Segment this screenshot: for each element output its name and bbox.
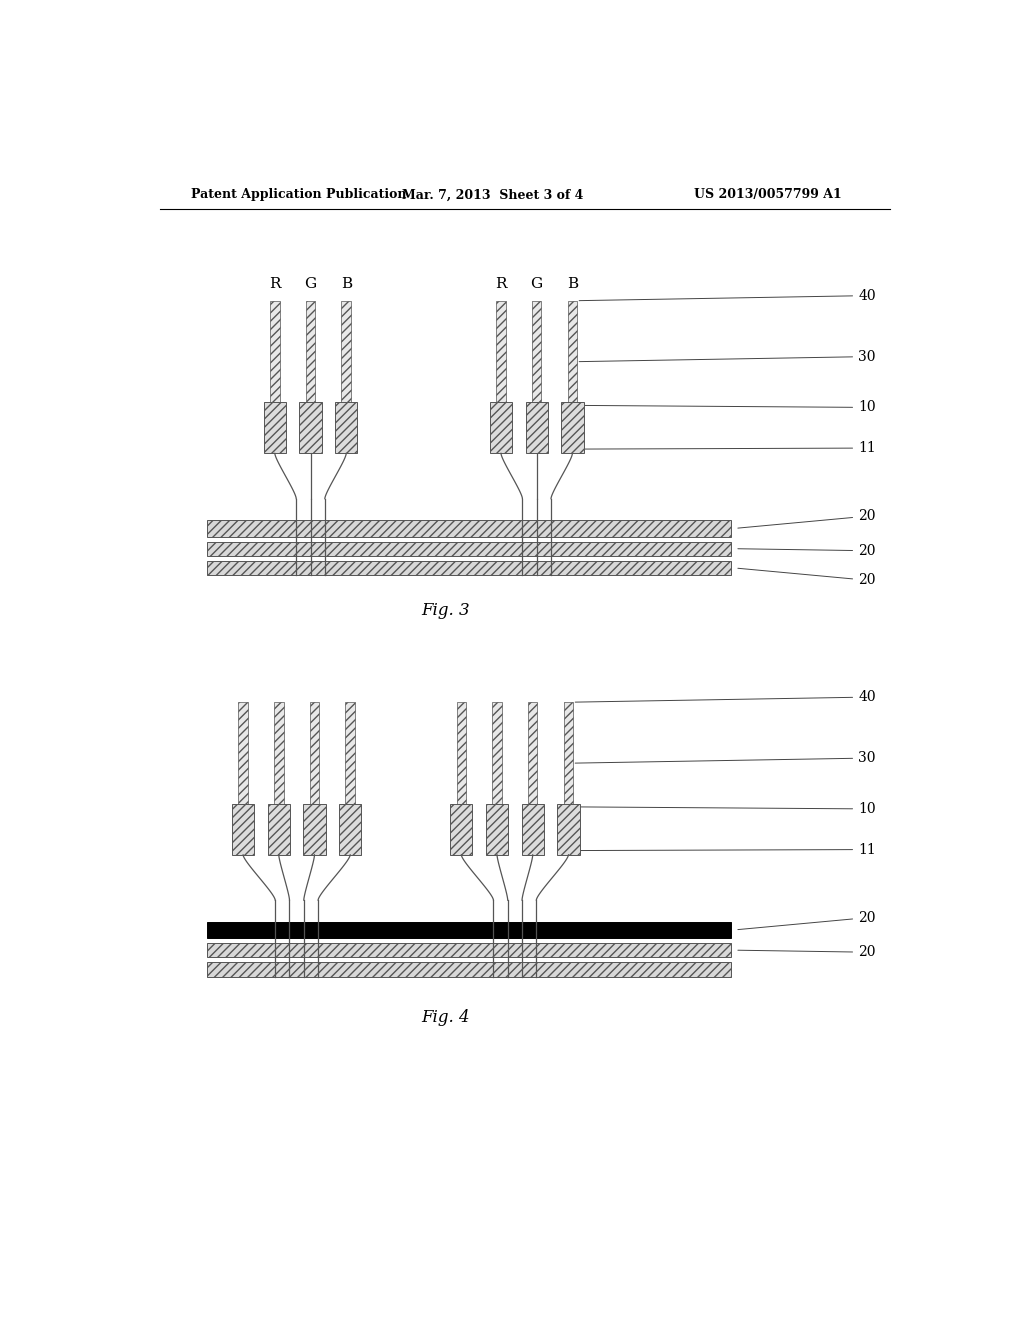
Text: 20: 20 (738, 945, 876, 960)
Text: Fig. 4: Fig. 4 (421, 1008, 470, 1026)
Bar (306, 301, 315, 403)
Bar (207, 942, 731, 957)
Text: 40: 40 (580, 289, 876, 302)
Bar (531, 301, 542, 403)
Text: Fig. 3: Fig. 3 (421, 602, 470, 619)
Text: 10: 10 (575, 801, 876, 816)
Bar (497, 301, 506, 403)
Bar (207, 561, 731, 576)
Bar (451, 804, 472, 854)
Text: 11: 11 (580, 441, 876, 455)
Text: Patent Application Publication: Patent Application Publication (191, 189, 407, 202)
Text: G: G (530, 276, 543, 290)
Bar (264, 403, 286, 453)
Text: US 2013/0057799 A1: US 2013/0057799 A1 (694, 189, 842, 202)
Bar (232, 804, 254, 854)
Text: 20: 20 (738, 569, 876, 587)
Bar (339, 804, 361, 854)
Text: 11: 11 (575, 842, 876, 857)
Bar (299, 403, 322, 453)
Bar (309, 702, 319, 804)
Bar (303, 804, 326, 854)
Bar (528, 702, 538, 804)
Text: 20: 20 (738, 911, 876, 929)
Text: B: B (567, 276, 578, 290)
Bar (207, 962, 731, 977)
Text: 40: 40 (575, 690, 876, 704)
Bar (493, 702, 502, 804)
Bar (486, 804, 508, 854)
Text: 30: 30 (575, 751, 876, 766)
Text: Mar. 7, 2013  Sheet 3 of 4: Mar. 7, 2013 Sheet 3 of 4 (402, 189, 584, 202)
Bar (489, 403, 512, 453)
Bar (335, 403, 357, 453)
Bar (557, 804, 580, 854)
Bar (525, 403, 548, 453)
Bar (207, 921, 731, 939)
Bar (239, 702, 248, 804)
Text: 10: 10 (580, 400, 876, 414)
Bar (457, 702, 466, 804)
Bar (521, 804, 544, 854)
Bar (563, 702, 573, 804)
Bar (345, 702, 355, 804)
Bar (561, 403, 584, 453)
Text: 30: 30 (580, 350, 876, 363)
Bar (567, 301, 578, 403)
Text: R: R (496, 276, 507, 290)
Bar (274, 702, 284, 804)
Text: R: R (269, 276, 281, 290)
Bar (267, 804, 290, 854)
Text: B: B (341, 276, 352, 290)
Text: 20: 20 (738, 544, 876, 558)
Bar (270, 301, 280, 403)
Text: G: G (304, 276, 316, 290)
Bar (207, 541, 731, 556)
Text: 20: 20 (738, 510, 876, 528)
Bar (341, 301, 351, 403)
Bar (207, 520, 731, 536)
